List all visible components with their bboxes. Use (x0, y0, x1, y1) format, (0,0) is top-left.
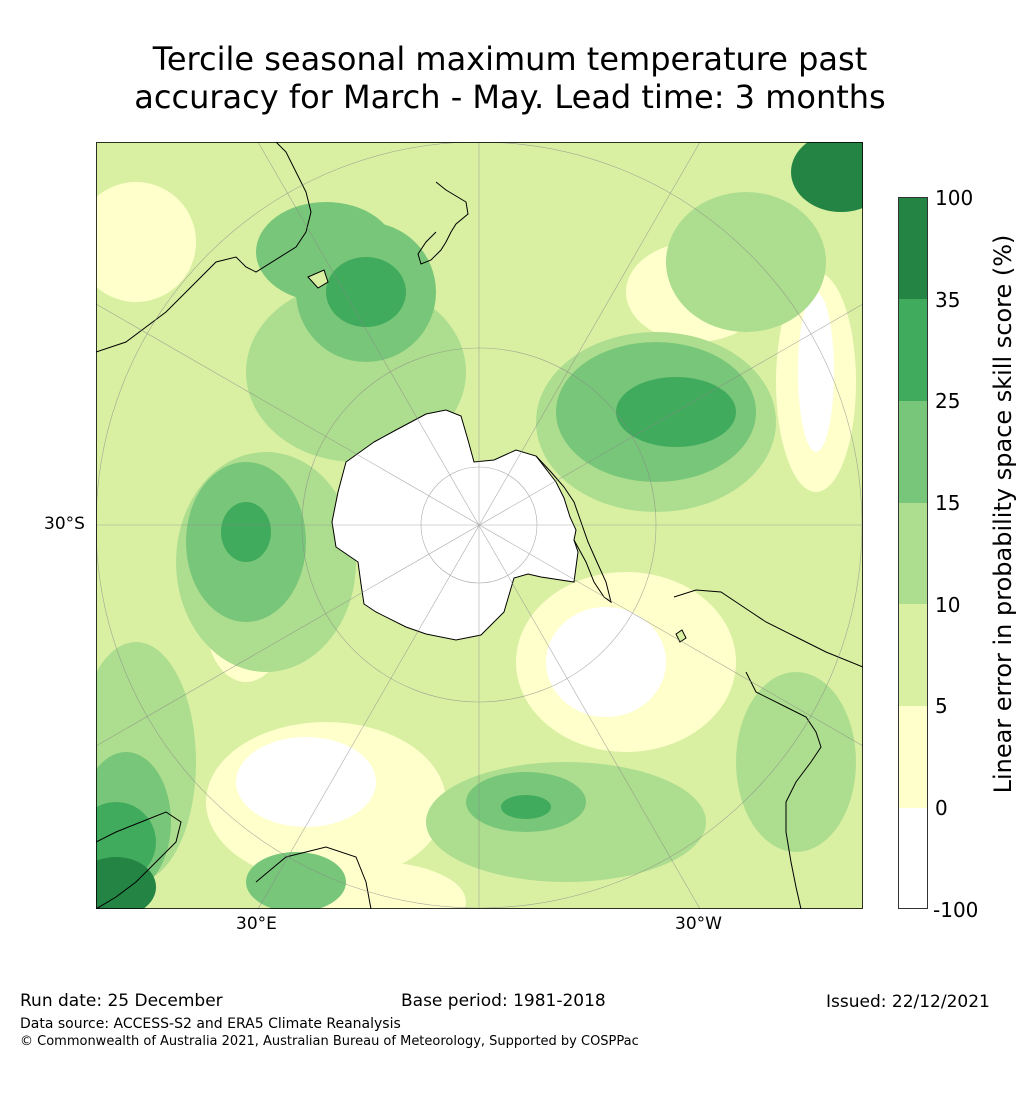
lon-label-30w: 30°W (675, 914, 722, 934)
australia-coast (96, 142, 312, 353)
polar-map (96, 142, 863, 909)
data-source: Data source: ACCESS-S2 and ERA5 Climate … (20, 1016, 401, 1032)
lat-label-30s: 30°S (44, 514, 85, 534)
colorbar-bin-1 (899, 198, 927, 299)
tasmania (307, 269, 329, 289)
colorbar-tick-15: 15 (935, 491, 961, 515)
colorbar-tick-25: 25 (935, 389, 961, 413)
colorbar-tick-35: 35 (935, 288, 961, 312)
graticule (96, 142, 863, 909)
colorbar-bin-5 (899, 604, 927, 706)
copyright: © Commonwealth of Australia 2021, Austra… (20, 1034, 639, 1049)
colorbar-tick-10: 10 (935, 593, 961, 617)
colorbar-bin-6 (899, 706, 927, 808)
moderate-skill-areas (96, 192, 856, 909)
lon-label-30e: 30°E (236, 914, 277, 934)
colorbar (898, 197, 928, 909)
madagascar-coast (255, 846, 372, 909)
new-zealand (417, 181, 469, 265)
colorbar-bin-4 (899, 503, 927, 604)
colorbar-bin-3 (899, 401, 927, 503)
run-date: Run date: 25 December (20, 991, 223, 1011)
colorbar-tick-100: 100 (935, 186, 974, 210)
colorbar-tick-0: 0 (935, 796, 948, 820)
issued-date: Issued: 22/12/2021 (826, 992, 990, 1012)
antarctic-peninsula (535, 455, 612, 604)
base-period: Base period: 1981-2018 (401, 991, 606, 1011)
colorbar-tick-minus100: -100 (933, 898, 979, 922)
south-america-coast (673, 589, 863, 909)
colorbar-label: Linear error in probability space skill … (989, 234, 1017, 794)
title-line-2: accuracy for March - May. Lead time: 3 m… (134, 78, 886, 116)
falklands (675, 629, 687, 643)
map-svg (96, 142, 863, 909)
colorbar-tick-5: 5 (935, 694, 948, 718)
chart-title: Tercile seasonal maximum temperature pas… (0, 40, 1020, 116)
colorbar-bin-7 (899, 808, 927, 908)
map-frame (96, 142, 863, 909)
colorbar-bin-2 (899, 299, 927, 401)
title-line-1: Tercile seasonal maximum temperature pas… (152, 40, 868, 78)
africa-coast (96, 811, 182, 909)
